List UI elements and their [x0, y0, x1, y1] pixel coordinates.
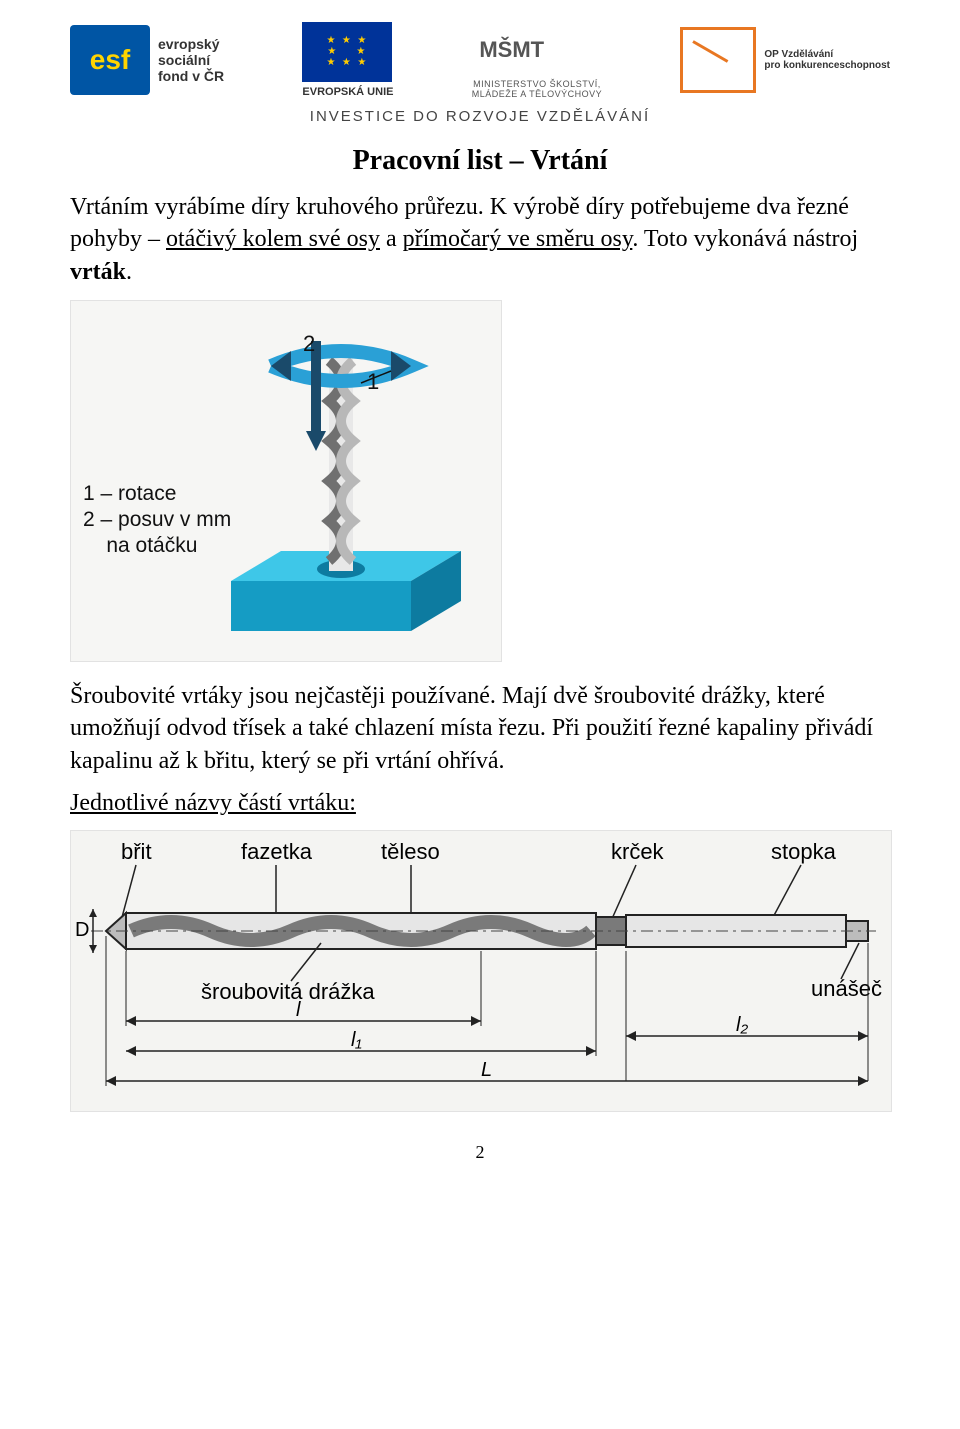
- eu-stars-icon: ★ ★ ★★ ★★ ★ ★: [326, 35, 368, 68]
- svg-text:l₁: l₁: [351, 1029, 362, 1051]
- esf-initials: esf: [90, 44, 130, 76]
- svg-text:l: l: [296, 999, 301, 1021]
- op-icon: [680, 27, 756, 93]
- op-logo: OP Vzdělávání pro konkurenceschopnost: [680, 27, 890, 93]
- drill-parts-svg: břit fazetka těleso krček stopka: [71, 831, 891, 1111]
- eu-caption: EVROPSKÁ UNIE: [302, 86, 393, 98]
- parts-subheading: Jednotlivé názvy částí vrtáku:: [70, 787, 890, 819]
- motion-rotary: otáčivý kolem své osy: [166, 226, 380, 252]
- label-fazetka: fazetka: [241, 839, 313, 864]
- msmt-caption: MINISTERSTVO ŠKOLSTVÍ, MLÁDEŽE A TĚLOVÝC…: [472, 80, 602, 100]
- drill-motion-figure: 1 2 1 – rotace 2 – posuv v mm na otáčku: [70, 300, 502, 662]
- page-title: Pracovní list – Vrtání: [70, 145, 890, 177]
- label-teleso: těleso: [381, 839, 440, 864]
- page-number: 2: [70, 1142, 890, 1163]
- label-sroub-drazka: šroubovitá drážka: [201, 979, 375, 1004]
- helical-drill-paragraph: Šroubovité vrtáky jsou nejčastěji použív…: [70, 680, 890, 777]
- label-stopka: stopka: [771, 839, 837, 864]
- dim-L: L: [106, 936, 868, 1086]
- funding-header: esf evropský sociální fond v ČR ★ ★ ★★ ★…: [70, 20, 890, 100]
- callout-1: 1: [367, 369, 379, 394]
- svg-text:L: L: [481, 1059, 492, 1081]
- svg-text:l₂: l₂: [736, 1014, 748, 1036]
- tool-name: vrták: [70, 259, 126, 285]
- label-unasec: unášeč: [811, 976, 882, 1001]
- intro-paragraph: Vrtáním vyrábíme díry kruhového průřezu.…: [70, 191, 890, 288]
- msmt-logo: MŠMT MINISTERSTVO ŠKOLSTVÍ, MLÁDEŽE A TĚ…: [472, 20, 602, 100]
- drill-parts-figure: břit fazetka těleso krček stopka: [70, 830, 892, 1112]
- esf-caption: evropský sociální fond v ČR: [158, 36, 224, 84]
- eu-flag-icon: ★ ★ ★★ ★★ ★ ★: [302, 22, 392, 82]
- drill-legend: 1 – rotace 2 – posuv v mm na otáčku: [83, 481, 231, 560]
- callout-2: 2: [303, 331, 315, 356]
- label-krcek: krček: [611, 839, 665, 864]
- op-caption: OP Vzdělávání pro konkurenceschopnost: [764, 49, 890, 71]
- esf-badge: esf: [70, 25, 150, 95]
- invest-tagline: INVESTICE DO ROZVOJE VZDĚLÁVÁNÍ: [70, 108, 890, 125]
- motion-linear: přímočarý ve směru osy: [403, 226, 633, 252]
- label-brit: břit: [121, 839, 152, 864]
- dim-l2: l₂: [626, 943, 868, 1081]
- msmt-initials-icon: MŠMT: [472, 20, 552, 80]
- workpiece-front: [231, 581, 411, 631]
- eu-logo: ★ ★ ★★ ★★ ★ ★ EVROPSKÁ UNIE: [302, 22, 393, 98]
- esf-logo: esf evropský sociální fond v ČR: [70, 25, 224, 95]
- dim-D: D: [75, 909, 97, 953]
- drill-motion-svg: 1 2: [211, 311, 481, 651]
- svg-text:D: D: [75, 919, 89, 941]
